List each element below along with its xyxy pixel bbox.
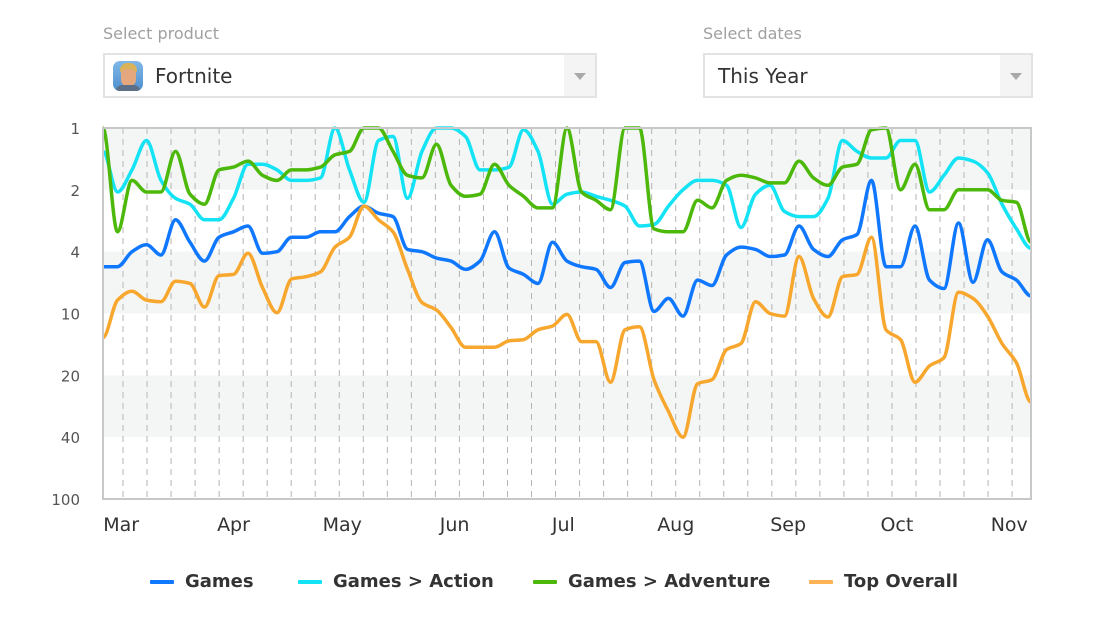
x-tick-label: Sep: [770, 514, 806, 536]
product-select[interactable]: Fortnite: [103, 53, 597, 98]
y-tick-label: 100: [51, 491, 80, 509]
product-select-value: Fortnite: [155, 64, 233, 88]
x-tick-label: May: [323, 514, 362, 536]
series-line-games-action: [101, 126, 1032, 251]
plot-border: [102, 127, 1032, 500]
y-tick-label: 20: [61, 367, 80, 385]
series-line-top-overall: [101, 204, 1033, 439]
y-tick-label: 4: [70, 244, 80, 262]
x-tick-label: Apr: [217, 514, 250, 536]
legend-swatch: [150, 579, 174, 584]
grid-band: [103, 375, 1031, 438]
legend-item-games-adventure[interactable]: Games > Adventure: [533, 571, 770, 592]
x-tick-label: Nov: [991, 514, 1028, 536]
product-dropdown-button[interactable]: [564, 55, 595, 96]
chevron-down-icon: [1010, 73, 1022, 80]
date-select-label: Select dates: [703, 24, 802, 43]
x-tick-label: Jul: [551, 514, 575, 536]
legend-label: Games > Adventure: [568, 571, 771, 592]
chevron-down-icon: [574, 73, 586, 80]
date-dropdown-button[interactable]: [1000, 55, 1031, 96]
legend-label: Games > Action: [333, 571, 494, 592]
legend-swatch: [298, 579, 322, 584]
legend-item-games-action[interactable]: Games > Action: [298, 571, 494, 592]
chart-legend: Games Games > Action Games > Adventure T…: [0, 571, 1110, 597]
y-tick-label: 1: [70, 120, 80, 138]
legend-label: Top Overall: [844, 571, 959, 592]
x-tick-label: Oct: [880, 514, 913, 536]
series-line-games: [103, 178, 1032, 318]
y-tick-label: 40: [61, 429, 80, 447]
x-tick-label: Mar: [103, 514, 139, 536]
legend-swatch: [809, 579, 833, 584]
legend-item-top-overall[interactable]: Top Overall: [809, 571, 958, 592]
legend-swatch: [533, 579, 557, 584]
x-tick-label: Aug: [657, 514, 694, 536]
product-select-label: Select product: [103, 24, 219, 43]
y-tick-label: 2: [70, 182, 80, 200]
date-select-value: This Year: [718, 64, 808, 88]
y-tick-label: 10: [61, 306, 80, 324]
x-tick-label: Jun: [439, 514, 470, 536]
fortnite-app-icon: [113, 61, 143, 91]
rank-chart: 1 2 4 10 20 40 100 Mar Apr May Jun Jul Aug Sep Oct Nov: [51, 120, 1033, 536]
date-select[interactable]: This Year: [703, 53, 1033, 98]
legend-item-games[interactable]: Games: [150, 571, 254, 592]
legend-label: Games: [185, 571, 254, 592]
